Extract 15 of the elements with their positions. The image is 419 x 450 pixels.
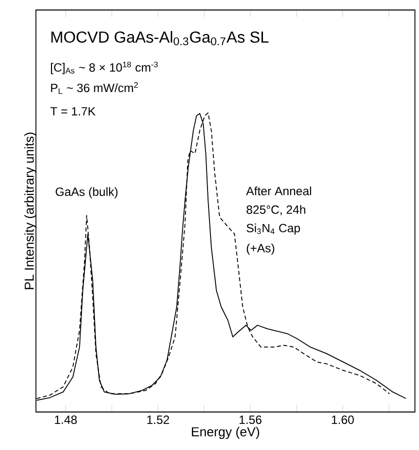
x-tick-label: 1.60: [332, 416, 354, 424]
annotation: Si$_{3}$N$_{4}$ Cap: [246, 224, 300, 235]
annotation: (+As): [246, 244, 274, 255]
text: [C]$_{As}$ ~ 8 × 10$^{18}$ cm$^{-3}$: [50, 62, 158, 74]
x-axis-title: Energy (eV): [192, 426, 260, 439]
annotation: T = 1.7K: [50, 107, 96, 116]
x-tick-label: 1.48: [54, 416, 77, 424]
annotation: GaAs (bulk): [56, 187, 118, 198]
x-tick-label: 1.56: [240, 416, 262, 424]
y-axis-title: PL Intensity (arbitrary units): [24, 132, 36, 290]
annotation: After Anneal: [246, 186, 312, 196]
chart-title: MOCVD GaAs-Al$_{0.3}$Ga$_{0.7}$As SL: [51, 31, 269, 46]
text: P$_{L}$ ~ 36 mW/cm$^{2}$: [51, 82, 138, 94]
annotation: 825°C, 24h: [246, 205, 306, 216]
x-tick-label: 1.52: [147, 416, 170, 424]
